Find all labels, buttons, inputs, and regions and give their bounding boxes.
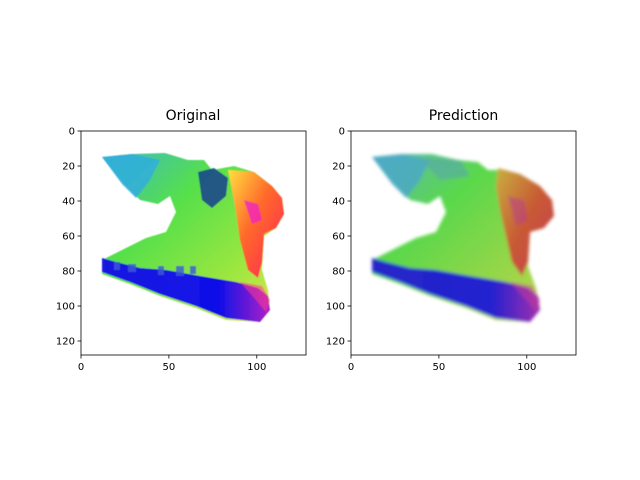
- prediction-ytick-label-40: 40: [332, 197, 345, 208]
- prediction-ytick-label-100: 100: [326, 302, 345, 313]
- panel-prediction: Prediction 0 50 100 0 20 40 60 80 100 120: [326, 108, 577, 374]
- prediction-teal-streak: [420, 158, 470, 180]
- original-red-region: [228, 170, 284, 278]
- original-teal-region: [102, 154, 160, 198]
- original-xtick-label-0: 0: [78, 362, 84, 373]
- prediction-ytick-label-60: 60: [332, 232, 345, 243]
- original-dark-region: [198, 168, 228, 208]
- prediction-teal-region: [372, 154, 430, 198]
- original-xtick-label-50: 50: [163, 362, 176, 373]
- axes-frame-prediction: [350, 130, 577, 356]
- prediction-pink-rim: [510, 282, 540, 312]
- original-xtick-label-100: 100: [247, 362, 266, 373]
- original-ytick-label-0: 0: [69, 127, 75, 138]
- prediction-ytick-label-120: 120: [326, 337, 345, 348]
- prediction-image: [372, 154, 554, 322]
- prediction-ytick-label-0: 0: [339, 127, 345, 138]
- prediction-magenta-region: [508, 196, 528, 226]
- panel-title-prediction: Prediction: [429, 108, 499, 124]
- prediction-xtick-label-0: 0: [348, 362, 354, 373]
- prediction-red-region: [496, 168, 554, 276]
- original-image: [102, 153, 284, 322]
- original-pink-rim: [240, 282, 270, 312]
- original-ytick-label-100: 100: [56, 302, 75, 313]
- ticks-original: 0 50 100 0 20 40 60 80 100 120: [56, 127, 266, 374]
- prediction-ytick-label-80: 80: [332, 267, 345, 278]
- panel-title-original: Original: [166, 108, 221, 124]
- prediction-ytick-label-20: 20: [332, 162, 345, 173]
- original-ytick-label-40: 40: [62, 197, 75, 208]
- ticks-prediction: 0 50 100 0 20 40 60 80 100 120: [326, 127, 536, 374]
- panel-original: Original 0: [56, 108, 307, 374]
- original-ytick-label-120: 120: [56, 337, 75, 348]
- original-ytick-label-20: 20: [62, 162, 75, 173]
- prediction-xtick-label-100: 100: [517, 362, 536, 373]
- original-magenta-region: [244, 200, 262, 224]
- original-blue-spots: [114, 262, 196, 276]
- prediction-blue-region: [372, 258, 540, 322]
- axes-frame-original: [80, 130, 307, 356]
- original-ytick-label-80: 80: [62, 267, 75, 278]
- original-blue-region: [102, 258, 270, 322]
- prediction-xtick-label-50: 50: [433, 362, 446, 373]
- original-ytick-label-60: 60: [62, 232, 75, 243]
